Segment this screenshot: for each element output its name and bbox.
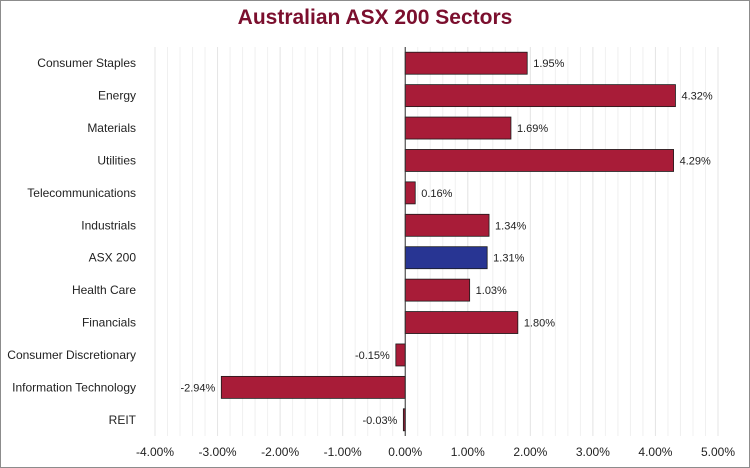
- data-label: 4.29%: [680, 155, 711, 167]
- x-tick-label: -3.00%: [199, 445, 237, 459]
- category-label: Industrials: [81, 218, 136, 232]
- x-tick-label: -2.00%: [261, 445, 299, 459]
- category-label: Financials: [82, 316, 136, 330]
- bar[interactable]: [404, 278, 471, 302]
- data-label: -2.94%: [180, 382, 215, 394]
- bar[interactable]: [404, 213, 490, 237]
- data-label: 0.16%: [421, 188, 452, 200]
- x-tick-label: 1.00%: [451, 445, 485, 459]
- x-tick-label: 2.00%: [513, 445, 547, 459]
- bar[interactable]: [404, 149, 674, 172]
- category-label: Telecommunications: [27, 186, 136, 200]
- data-label: 1.03%: [476, 285, 507, 297]
- category-label: Materials: [87, 121, 136, 135]
- data-label: 1.95%: [533, 58, 564, 70]
- category-label: Information Technology: [12, 380, 136, 394]
- x-tick-label: -4.00%: [136, 445, 174, 459]
- category-label: Energy: [98, 89, 136, 103]
- x-tick-label: 3.00%: [576, 445, 610, 459]
- category-label: Consumer Discretionary: [7, 348, 136, 362]
- bar[interactable]: [220, 375, 406, 399]
- category-label: Consumer Staples: [37, 56, 136, 70]
- data-label: -0.03%: [362, 415, 397, 427]
- category-label: Health Care: [72, 283, 136, 297]
- data-label: 4.32%: [681, 91, 712, 103]
- data-label: 1.69%: [517, 123, 548, 135]
- x-tick-label: 5.00%: [701, 445, 735, 459]
- bar[interactable]: [404, 246, 488, 270]
- data-label: -0.15%: [355, 350, 390, 362]
- chart-title: Australian ASX 200 Sectors: [237, 6, 513, 29]
- category-label: Utilities: [97, 153, 136, 167]
- x-tick-label: -1.00%: [324, 445, 362, 459]
- bar[interactable]: [404, 181, 416, 205]
- data-label: 1.31%: [493, 253, 524, 265]
- bar[interactable]: [404, 311, 519, 334]
- bar[interactable]: [404, 116, 512, 140]
- bar[interactable]: [404, 51, 528, 75]
- bar[interactable]: [404, 84, 676, 108]
- data-label: 1.34%: [495, 220, 526, 232]
- x-tick-label: 4.00%: [638, 445, 672, 459]
- category-label: ASX 200: [89, 251, 137, 265]
- data-label: 1.80%: [524, 318, 555, 330]
- bar[interactable]: [395, 343, 406, 367]
- category-label: REIT: [109, 413, 137, 427]
- x-tick-label: 0.00%: [388, 445, 422, 459]
